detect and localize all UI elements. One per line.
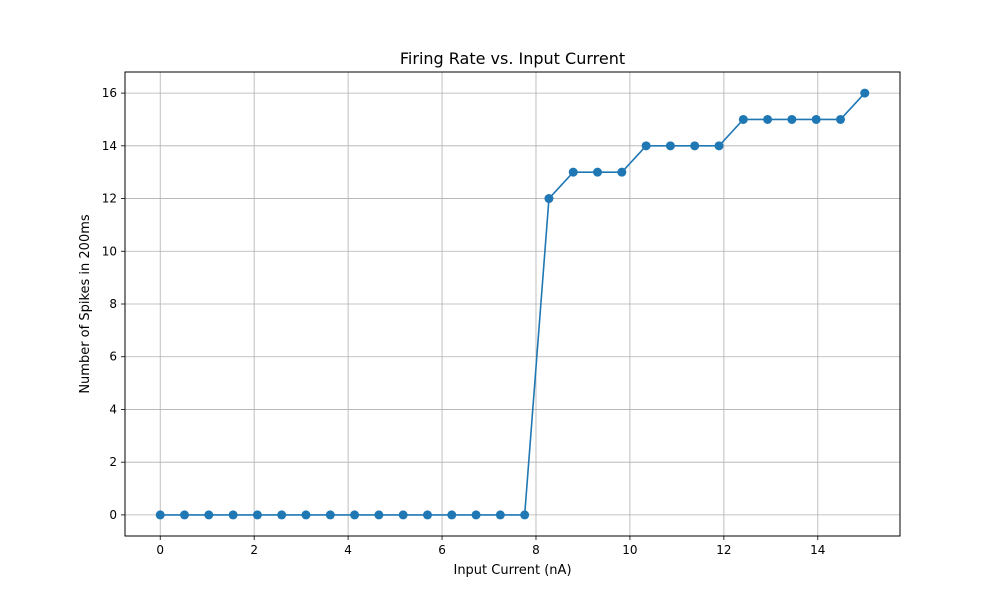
x-tick-label: 2: [250, 543, 258, 557]
series-layer: [155, 88, 870, 520]
x-tick-label: 12: [716, 543, 731, 557]
x-tick-label: 8: [532, 543, 540, 557]
data-point: [471, 510, 481, 520]
data-point: [422, 510, 432, 520]
data-point: [398, 510, 408, 520]
y-tick-label: 16: [102, 86, 117, 100]
y-tick-label: 10: [102, 244, 117, 258]
x-tick-label: 14: [810, 543, 825, 557]
data-point: [301, 510, 311, 520]
y-axis-label: Number of Spikes in 200ms: [78, 214, 93, 394]
chart-title: Firing Rate vs. Input Current: [400, 49, 625, 68]
data-point: [593, 167, 603, 177]
y-tick-label: 0: [109, 508, 117, 522]
data-point: [835, 114, 845, 124]
data-point: [325, 510, 335, 520]
x-tick-label: 10: [622, 543, 637, 557]
x-tick-label: 6: [438, 543, 446, 557]
grid: [125, 72, 900, 536]
data-point: [738, 114, 748, 124]
data-point: [350, 510, 360, 520]
data-point: [714, 141, 724, 151]
data-point: [374, 510, 384, 520]
data-point: [544, 194, 554, 204]
data-point: [811, 114, 821, 124]
data-point: [447, 510, 457, 520]
data-point: [277, 510, 287, 520]
y-tick-label: 8: [109, 297, 117, 311]
y-tick-label: 6: [109, 350, 117, 364]
data-point: [228, 510, 238, 520]
y-tick-label: 2: [109, 455, 117, 469]
y-tick-label: 4: [109, 402, 117, 416]
data-point: [252, 510, 262, 520]
x-axis-label: Input Current (nA): [453, 563, 571, 578]
data-point: [180, 510, 190, 520]
data-point: [641, 141, 651, 151]
data-point: [155, 510, 165, 520]
data-point: [204, 510, 214, 520]
data-point: [617, 167, 627, 177]
data-point: [495, 510, 505, 520]
data-point: [787, 114, 797, 124]
data-point: [665, 141, 675, 151]
data-point: [763, 114, 773, 124]
x-tick-label: 0: [156, 543, 164, 557]
ticks: 0 2 4 6 8 10 12 14 0 2 4 6 8 10 12 14 16: [102, 86, 826, 557]
y-tick-label: 12: [102, 192, 117, 206]
data-point: [568, 167, 578, 177]
data-point: [690, 141, 700, 151]
data-point: [520, 510, 530, 520]
x-tick-label: 4: [344, 543, 352, 557]
data-point: [860, 88, 870, 98]
y-tick-label: 14: [102, 139, 117, 153]
